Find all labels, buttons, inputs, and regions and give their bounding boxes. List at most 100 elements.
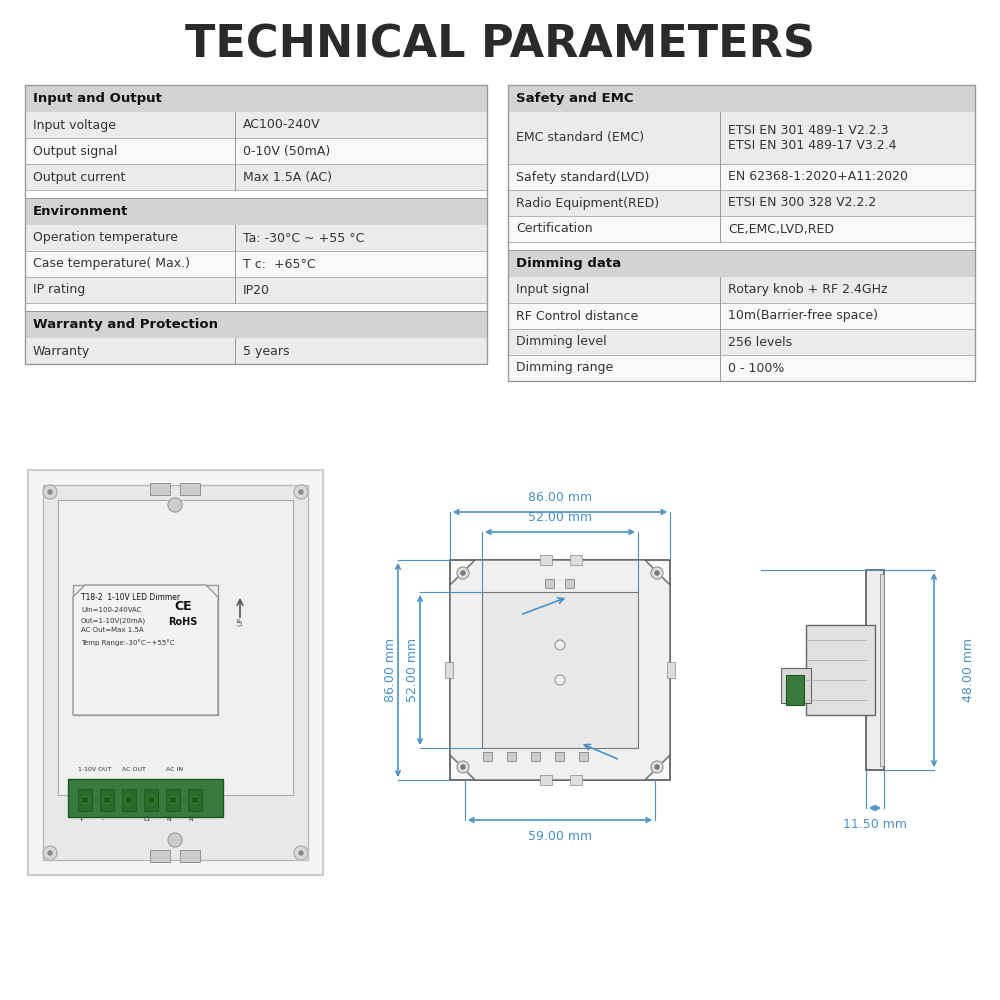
Text: Uin=100-240VAC: Uin=100-240VAC	[81, 607, 141, 613]
Text: RoHS: RoHS	[168, 617, 198, 627]
Text: EN 62368-1:2020+A11:2020: EN 62368-1:2020+A11:2020	[728, 170, 908, 184]
Text: AC IN: AC IN	[166, 767, 183, 772]
Circle shape	[299, 851, 303, 855]
Circle shape	[48, 490, 52, 494]
Bar	[508, 85, 975, 112]
Circle shape	[81, 796, 89, 804]
Text: 59.00 mm: 59.00 mm	[528, 830, 592, 843]
Circle shape	[555, 675, 565, 685]
Bar	[540, 775, 552, 785]
Text: RF Control distance: RF Control distance	[516, 310, 638, 322]
Text: 86.00 mm: 86.00 mm	[384, 638, 396, 702]
Bar	[508, 242, 975, 250]
Text: TECHNICAL PARAMETERS: TECHNICAL PARAMETERS	[185, 23, 815, 66]
Text: EMC standard (EMC): EMC standard (EMC)	[516, 131, 644, 144]
Bar	[565, 579, 574, 588]
Bar	[166, 789, 180, 811]
Text: Dimming data: Dimming data	[516, 257, 621, 270]
Text: 86.00 mm: 86.00 mm	[528, 491, 592, 504]
Bar	[508, 164, 975, 190]
Circle shape	[169, 796, 177, 804]
Circle shape	[147, 796, 155, 804]
Text: CE: CE	[174, 600, 192, 613]
Text: Output current: Output current	[33, 170, 125, 184]
Bar	[545, 579, 554, 588]
Bar	[508, 190, 975, 216]
Text: Input and Output: Input and Output	[33, 92, 162, 105]
Bar	[579, 752, 588, 761]
Circle shape	[461, 571, 465, 575]
Bar	[150, 483, 170, 495]
Text: 48.00 mm: 48.00 mm	[962, 638, 976, 702]
Bar	[508, 85, 975, 381]
Bar	[450, 560, 670, 780]
Circle shape	[191, 796, 199, 804]
Bar	[508, 329, 975, 355]
Bar	[25, 138, 487, 164]
Text: 0-10V (50mA): 0-10V (50mA)	[243, 144, 330, 157]
Text: Warranty and Protection: Warranty and Protection	[33, 318, 218, 331]
Text: T18-2  1-10V LED Dimmer: T18-2 1-10V LED Dimmer	[81, 593, 180, 602]
Circle shape	[168, 498, 182, 512]
Bar	[508, 355, 975, 381]
Circle shape	[48, 851, 52, 855]
Text: Certification: Certification	[516, 223, 593, 235]
Bar	[25, 164, 487, 190]
Text: 5 years: 5 years	[243, 344, 290, 358]
Circle shape	[103, 796, 111, 804]
Circle shape	[294, 485, 308, 499]
Text: L1: L1	[143, 817, 151, 822]
Bar	[25, 338, 487, 364]
Text: CE,EMC,LVD,RED: CE,EMC,LVD,RED	[728, 223, 834, 235]
Polygon shape	[450, 560, 670, 780]
Bar	[25, 85, 487, 112]
Bar	[786, 675, 804, 705]
Bar	[28, 470, 323, 875]
Bar	[188, 789, 202, 811]
Bar	[25, 112, 487, 138]
Text: ETSI EN 300 328 V2.2.2: ETSI EN 300 328 V2.2.2	[728, 196, 877, 210]
Bar	[25, 303, 487, 311]
Bar	[570, 555, 582, 565]
Bar	[25, 277, 487, 303]
Bar	[122, 789, 136, 811]
Text: Output signal: Output signal	[33, 144, 117, 157]
Circle shape	[168, 833, 182, 847]
Text: Operation temperature: Operation temperature	[33, 232, 178, 244]
Bar	[445, 662, 453, 678]
Text: +: +	[78, 817, 84, 822]
Bar	[180, 483, 200, 495]
Bar	[25, 251, 487, 277]
Circle shape	[457, 761, 469, 773]
Bar	[555, 752, 564, 761]
Circle shape	[299, 490, 303, 494]
Text: AC100-240V: AC100-240V	[243, 118, 321, 131]
Circle shape	[43, 846, 57, 860]
Text: Temp Range:-30°C~+55°C: Temp Range:-30°C~+55°C	[81, 639, 175, 646]
Text: 52.00 mm: 52.00 mm	[528, 511, 592, 524]
Bar	[508, 277, 975, 303]
Bar	[866, 570, 884, 770]
Bar	[482, 592, 638, 748]
Bar	[25, 190, 487, 198]
Text: Case temperature( Max.): Case temperature( Max.)	[33, 257, 190, 270]
Text: IP20: IP20	[243, 284, 270, 296]
Text: 0 - 100%: 0 - 100%	[728, 361, 785, 374]
Text: T c:  +65°C: T c: +65°C	[243, 257, 316, 270]
Polygon shape	[73, 585, 218, 715]
Bar	[25, 225, 487, 251]
Circle shape	[651, 567, 663, 579]
Bar	[508, 250, 975, 277]
Text: Ta: -30°C ~ +55 °C: Ta: -30°C ~ +55 °C	[243, 232, 365, 244]
Bar	[508, 216, 975, 242]
Text: 11.50 mm: 11.50 mm	[843, 818, 907, 831]
Text: Rotary knob + RF 2.4GHz: Rotary knob + RF 2.4GHz	[728, 284, 888, 296]
Text: AC OUT: AC OUT	[122, 767, 146, 772]
Bar	[507, 752, 516, 761]
Bar	[25, 85, 487, 364]
Text: Dimming level: Dimming level	[516, 336, 607, 349]
Text: Input signal: Input signal	[516, 284, 589, 296]
Text: 52.00 mm: 52.00 mm	[406, 638, 418, 702]
Bar	[150, 850, 170, 862]
Text: Environment: Environment	[33, 205, 128, 218]
